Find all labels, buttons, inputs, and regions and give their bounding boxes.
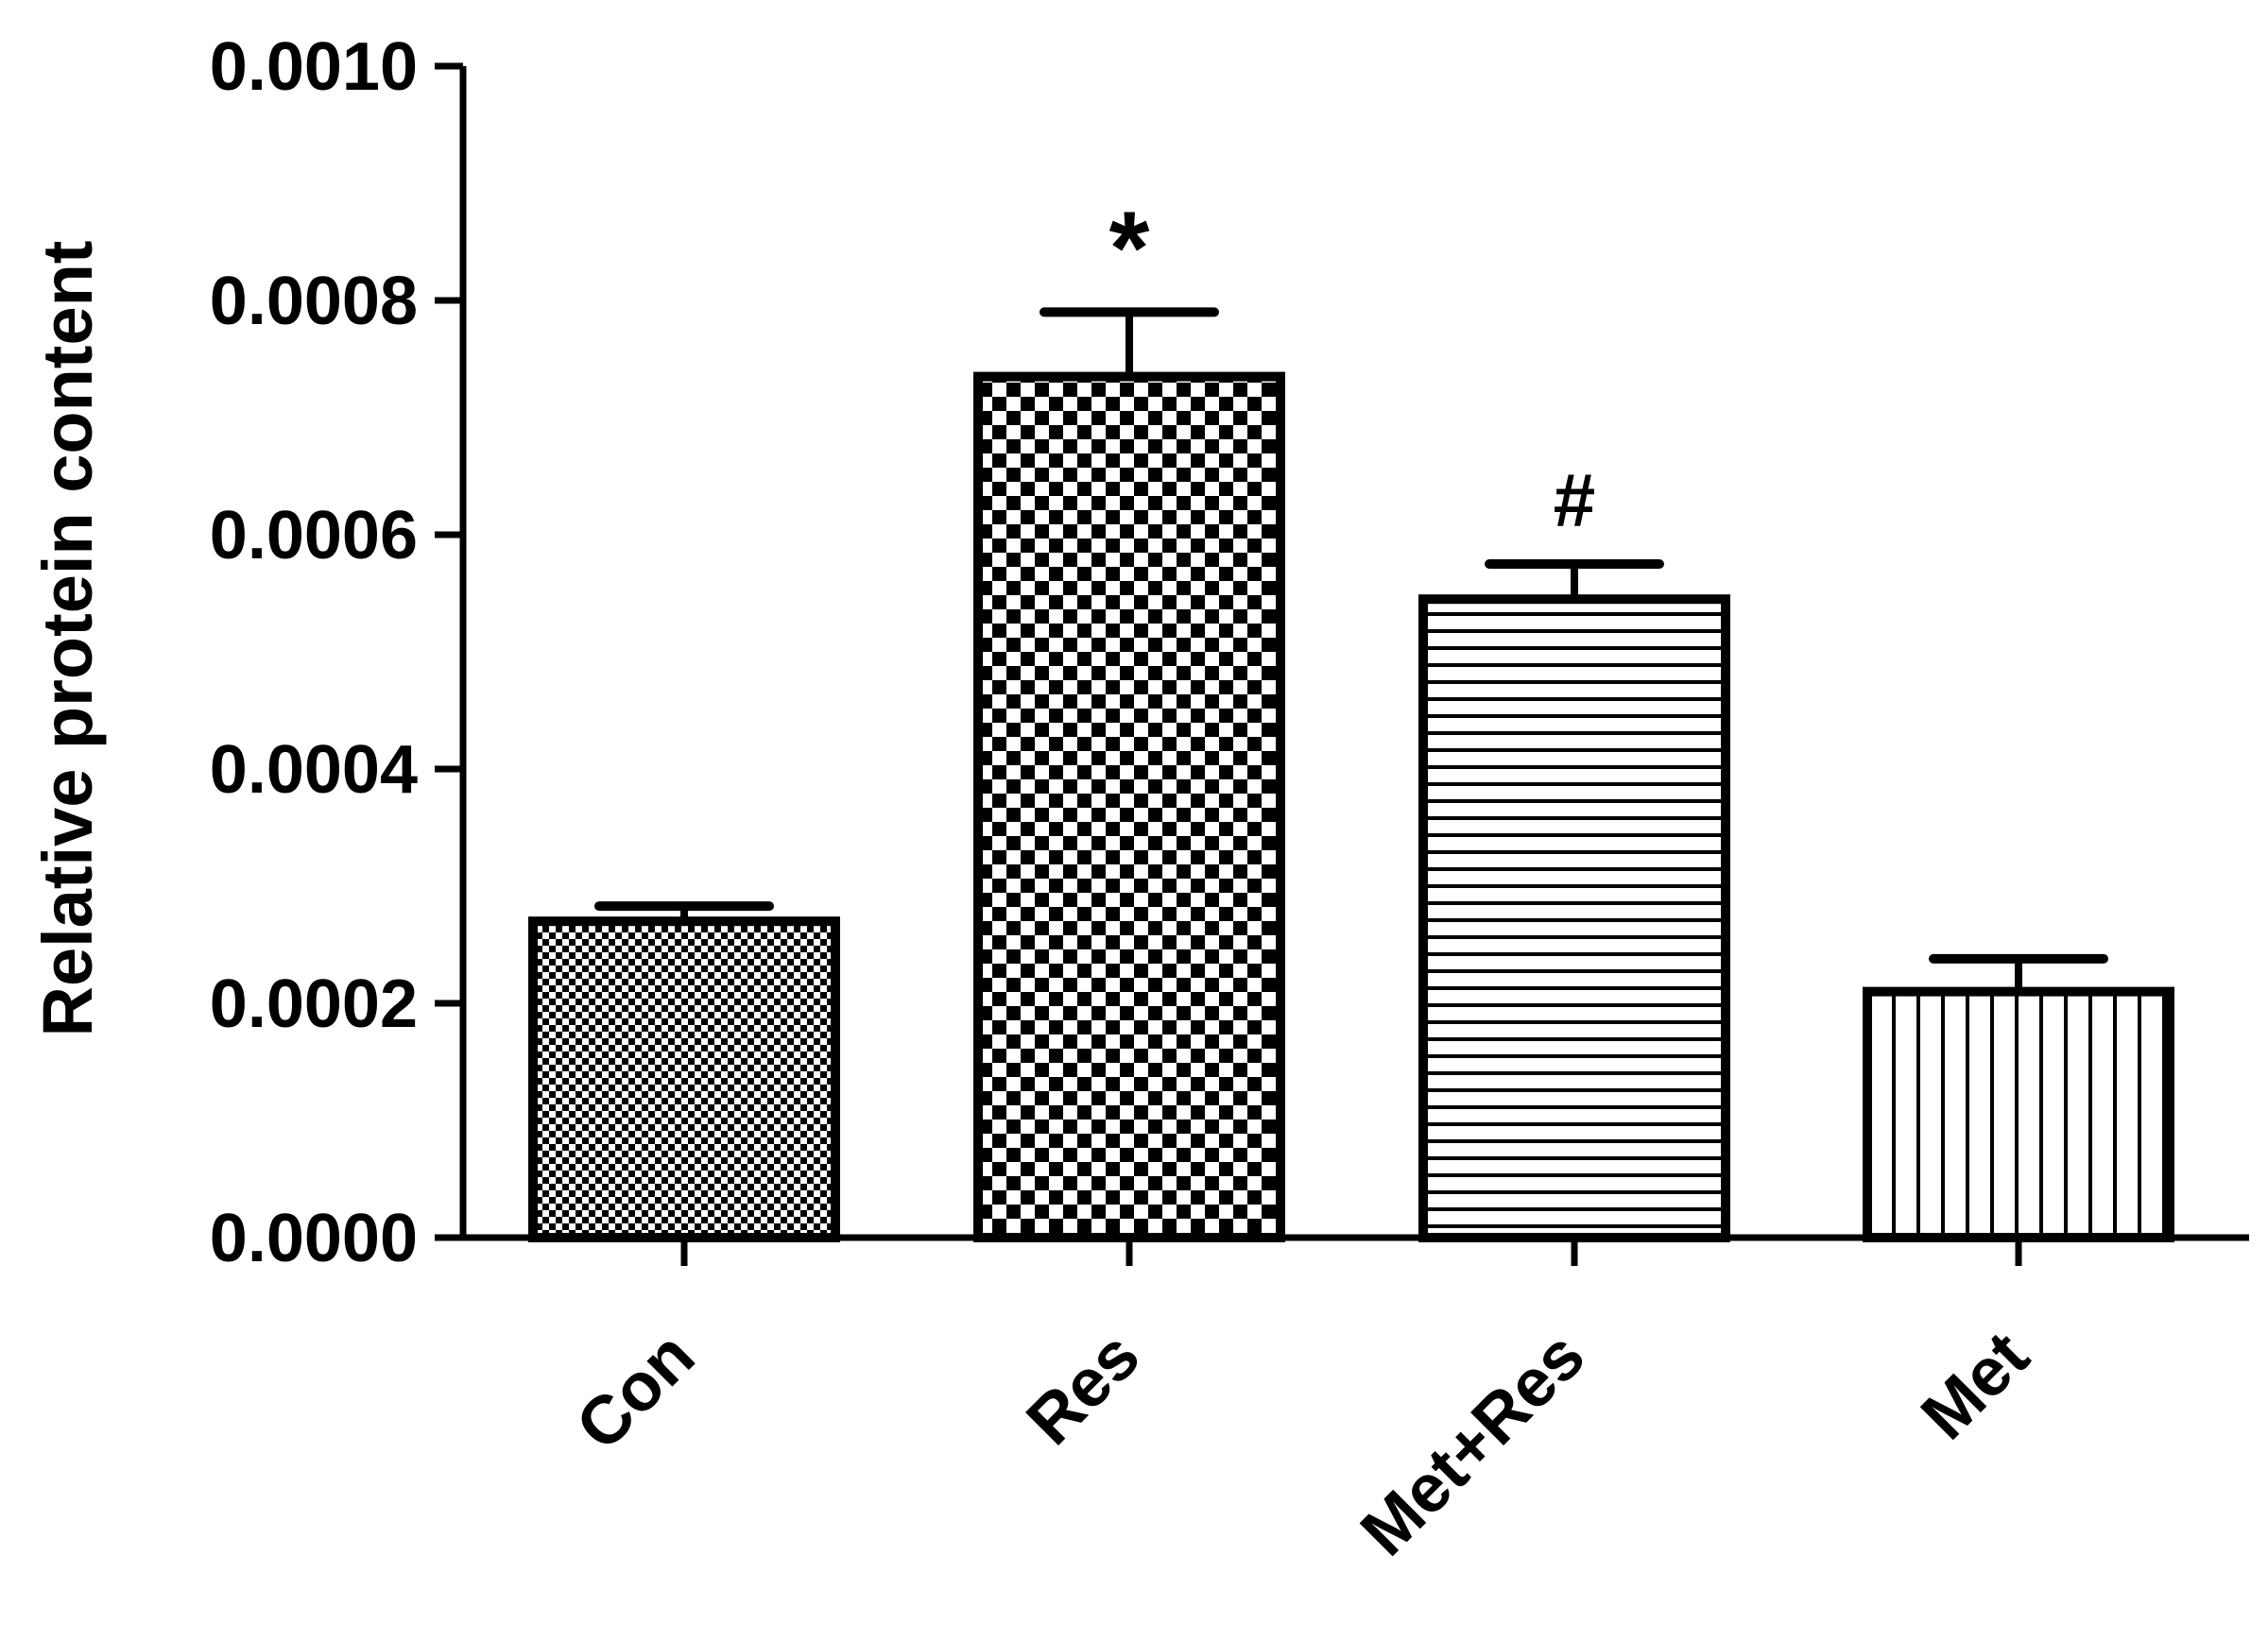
x-tick-label: Con: [562, 1318, 710, 1465]
y-tick-labels: 0.0000 0.0002 0.0004 0.0006 0.0008 0.0010: [210, 29, 418, 1276]
y-axis-title: Relative protein content: [28, 241, 107, 1037]
x-tick-labels: Con Res Met+Res Met: [562, 1318, 2044, 1570]
y-tick-label: 0.0002: [210, 966, 418, 1042]
bars: [528, 371, 2174, 1243]
y-tick-label: 0.0008: [210, 264, 418, 339]
annotations: *#: [1109, 190, 1596, 542]
x-tick-label: Met+Res: [1347, 1318, 1599, 1570]
y-tick-label: 0.0010: [210, 29, 418, 105]
y-tick-label: 0.0004: [210, 732, 418, 808]
bar: [1418, 594, 1730, 1242]
bar: [973, 371, 1285, 1243]
y-axis: [435, 62, 467, 1241]
x-tick-label: Res: [1012, 1318, 1154, 1460]
bar: [1863, 986, 2174, 1242]
y-tick-label: 0.0006: [210, 498, 418, 573]
significance-annotation: *: [1109, 190, 1150, 306]
x-tick-label: Met: [1907, 1318, 2043, 1454]
bar: [528, 916, 840, 1242]
y-tick-label: 0.0000: [210, 1201, 418, 1276]
significance-annotation: #: [1554, 458, 1596, 542]
error-bars: [594, 307, 2108, 992]
